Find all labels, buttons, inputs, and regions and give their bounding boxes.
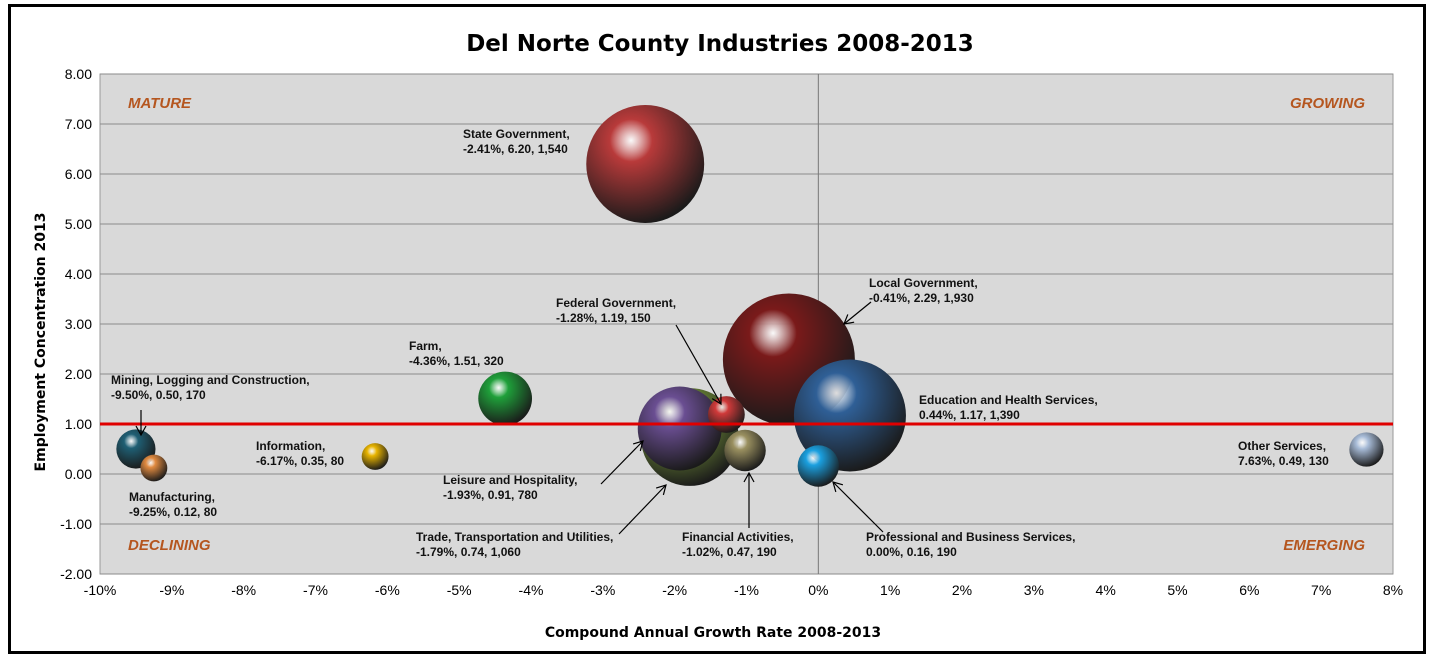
arrow-head: [843, 314, 855, 325]
y-tick-label: 6.00: [65, 166, 92, 182]
y-axis-label: Employment Concentration 2013: [33, 213, 49, 472]
arrow-head: [711, 393, 722, 406]
x-tick-label: -9%: [159, 582, 184, 598]
data-label: Manufacturing,: [129, 490, 215, 504]
data-label: Other Services,: [1238, 439, 1326, 453]
data-label: 0.44%, 1.17, 1,390: [919, 408, 1020, 422]
x-tick-label: 7%: [1311, 582, 1331, 598]
x-tick-label: -3%: [590, 582, 615, 598]
data-label: 7.63%, 0.49, 130: [1238, 454, 1329, 468]
bubble: [361, 443, 389, 470]
bubble: [793, 359, 906, 472]
x-tick-label: -5%: [447, 582, 472, 598]
leader-line: [832, 481, 884, 533]
y-tick-label: 1.00: [65, 416, 92, 432]
x-tick-label: -2%: [662, 582, 687, 598]
bubble: [637, 386, 722, 471]
x-tick-label: 3%: [1024, 582, 1044, 598]
x-tick-label: 5%: [1167, 582, 1187, 598]
data-label: -9.50%, 0.50, 170: [111, 388, 206, 402]
arrow-head: [632, 440, 644, 452]
x-axis-label: Compound Annual Growth Rate 2008-2013: [545, 625, 881, 641]
data-label: State Government,: [463, 127, 570, 141]
y-tick-label: 3.00: [65, 316, 92, 332]
arrow-head: [832, 481, 844, 493]
bubble: [586, 105, 705, 223]
x-tick-label: 0%: [808, 582, 828, 598]
arrow-head: [135, 425, 147, 437]
quadrant-label-declining: DECLINING: [128, 537, 211, 554]
bubble: [724, 429, 766, 472]
x-tick-label: -4%: [519, 582, 544, 598]
x-tick-label: 8%: [1383, 582, 1403, 598]
data-label: -0.41%, 2.29, 1,930: [869, 291, 974, 305]
data-label: Trade, Transportation and Utilities,: [416, 530, 613, 544]
data-label: -1.28%, 1.19, 150: [556, 311, 651, 325]
data-label: 0.00%, 0.16, 190: [866, 545, 957, 559]
data-label: -1.93%, 0.91, 780: [443, 488, 538, 502]
x-tick-label: -6%: [375, 582, 400, 598]
quadrant-label-growing: GROWING: [1290, 95, 1365, 112]
y-tick-label: 0.00: [65, 466, 92, 482]
data-label: Leisure and Hospitality,: [443, 473, 577, 487]
data-label: Professional and Business Services,: [866, 530, 1075, 544]
x-tick-label: -8%: [231, 582, 256, 598]
chart-frame: Del Norte County Industries 2008-2013 -2…: [8, 4, 1426, 654]
y-tick-label: 2.00: [65, 366, 92, 382]
x-tick-label: 4%: [1096, 582, 1116, 598]
x-tick-label: -10%: [84, 582, 117, 598]
x-tick-label: 6%: [1239, 582, 1259, 598]
bubble-chart: Del Norte County Industries 2008-2013 -2…: [33, 31, 1403, 641]
y-tick-label: 4.00: [65, 266, 92, 282]
y-tick-label: 7.00: [65, 116, 92, 132]
data-label: -1.02%, 0.47, 190: [682, 545, 777, 559]
leader-line: [843, 301, 872, 325]
arrow-head: [743, 471, 755, 483]
y-tick-label: 5.00: [65, 216, 92, 232]
data-label: Information,: [256, 439, 325, 453]
bubble: [797, 445, 840, 487]
leader-line: [675, 324, 722, 405]
data-label: Education and Health Services,: [919, 393, 1098, 407]
plot-area: -2.00 -1.00 0.00 1.00 2.00 3.00 4.00 5.00 6.00 7.…: [60, 66, 1403, 598]
leader-line: [618, 484, 667, 535]
quadrant-label-mature: MATURE: [128, 95, 192, 112]
bubble: [140, 454, 168, 482]
y-tick-label: -2.00: [60, 566, 92, 582]
bubble: [1349, 432, 1384, 467]
data-label: Farm,: [409, 339, 442, 353]
data-label: -1.79%, 0.74, 1,060: [416, 545, 521, 559]
data-label: -4.36%, 1.51, 320: [409, 354, 504, 368]
x-tick-label: -1%: [734, 582, 759, 598]
x-tick-label: 2%: [952, 582, 972, 598]
x-tick-label: -7%: [303, 582, 328, 598]
bubble: [478, 371, 533, 426]
data-label: Mining, Logging and Construction,: [111, 373, 310, 387]
bubble: [707, 396, 745, 433]
leader-line: [600, 440, 644, 485]
chart-title: Del Norte County Industries 2008-2013: [466, 31, 974, 57]
y-tick-label: -1.00: [60, 516, 92, 532]
data-label: Financial Activities,: [682, 530, 794, 544]
data-label: -6.17%, 0.35, 80: [256, 454, 344, 468]
y-tick-label: 8.00: [65, 66, 92, 82]
data-label: Federal Government,: [556, 296, 676, 310]
quadrant-label-emerging: EMERGING: [1283, 537, 1365, 554]
x-tick-label: 1%: [880, 582, 900, 598]
arrow-head: [655, 484, 667, 496]
data-label: -9.25%, 0.12, 80: [129, 505, 217, 519]
data-label: Local Government,: [869, 276, 978, 290]
data-label: -2.41%, 6.20, 1,540: [463, 142, 568, 156]
